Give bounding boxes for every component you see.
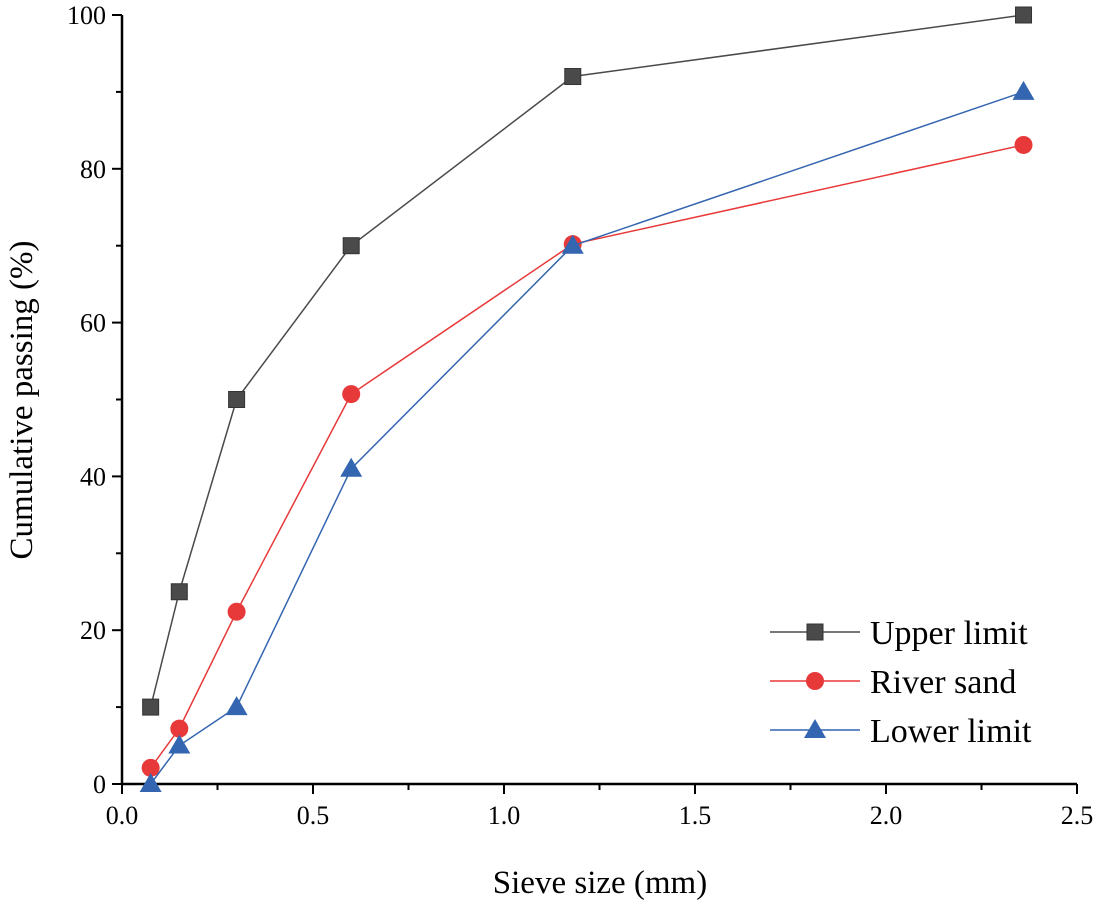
lower-limit-point (561, 234, 584, 254)
legend-marker-triangle (804, 719, 826, 738)
lower-limit-point (225, 696, 248, 716)
legend-item-upper-limit: Upper limit (770, 615, 1028, 652)
x-tick-label: 2.0 (870, 801, 903, 830)
lower-limit-point (168, 734, 191, 754)
river-sand-point (141, 758, 160, 777)
legend-label: Lower limit (870, 713, 1032, 750)
axes: 0.0 0.5 1.0 1.5 2.0 2.5 0 20 40 60 80 100 (67, 1, 1093, 830)
legend-marker-circle (806, 672, 824, 690)
legend-label: Upper limit (870, 615, 1028, 652)
x-axis-title: Sieve size (mm) (493, 865, 707, 901)
series-upper-limit (142, 6, 1033, 716)
legend-item-river-sand: River sand (770, 664, 1016, 701)
y-tick-label: 80 (80, 155, 106, 184)
x-tick-label: 0.5 (297, 801, 330, 830)
y-tick-label: 20 (80, 616, 106, 645)
y-tick-label: 40 (80, 462, 106, 491)
y-tick-label: 60 (80, 309, 106, 338)
x-tick-label: 1.0 (488, 801, 521, 830)
x-tick-label: 2.5 (1061, 801, 1094, 830)
x-tick-label: 1.5 (679, 801, 712, 830)
upper-limit-point (170, 583, 188, 601)
legend-marker-square (806, 623, 824, 641)
river-sand-point (1014, 135, 1033, 154)
upper-limit-line (149, 14, 1024, 708)
legend: Upper limit River sand Lower limit (770, 615, 1032, 750)
lower-limit-point (1012, 80, 1035, 100)
x-tick-label: 0.0 (106, 801, 139, 830)
upper-limit-point (342, 237, 360, 255)
upper-limit-point (1015, 6, 1033, 24)
upper-limit-point (228, 391, 246, 408)
y-axis-title: Cumulative passing (%) (4, 241, 40, 560)
legend-label: River sand (870, 664, 1016, 701)
lower-limit-point (139, 773, 162, 792)
river-sand-point (227, 602, 246, 621)
river-sand-point (170, 719, 189, 738)
y-tick-label: 0 (93, 770, 106, 799)
upper-limit-point (142, 698, 160, 716)
series-lower-limit (139, 80, 1035, 792)
river-sand-point (342, 385, 361, 404)
y-tick-label: 100 (67, 1, 106, 30)
series-river-sand (141, 135, 1033, 777)
legend-item-lower-limit: Lower limit (770, 713, 1032, 750)
lower-limit-point (340, 457, 363, 477)
upper-limit-point (564, 68, 582, 86)
series-group (139, 6, 1035, 792)
